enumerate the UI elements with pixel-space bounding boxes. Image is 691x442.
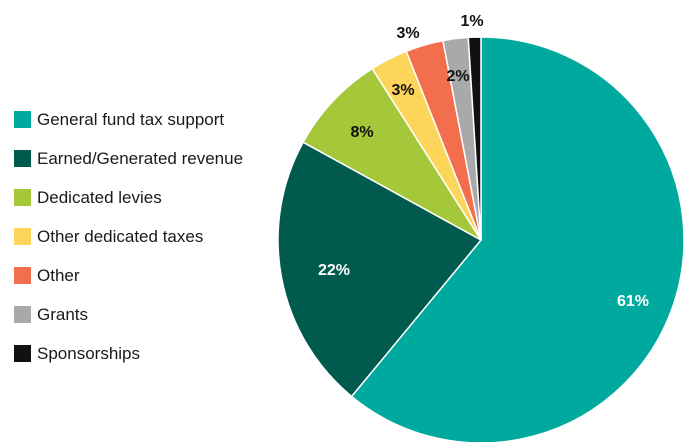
legend-swatch <box>14 111 31 128</box>
slice-label-other: 3% <box>396 25 419 42</box>
legend-swatch <box>14 345 31 362</box>
legend-swatch <box>14 150 31 167</box>
legend-label: Grants <box>37 304 89 324</box>
legend-label: Other dedicated taxes <box>37 226 204 246</box>
slice-label-earned-generated-revenue: 22% <box>318 262 350 279</box>
legend-label: Dedicated levies <box>37 187 162 207</box>
legend-item-grants: Grants <box>14 295 243 334</box>
slice-label-general-fund-tax-support: 61% <box>617 293 649 310</box>
legend-item-earned-generated-revenue: Earned/Generated revenue <box>14 139 243 178</box>
legend-swatch <box>14 306 31 323</box>
slice-label-grants: 2% <box>446 68 469 85</box>
legend-label: Sponsorships <box>37 343 141 363</box>
pie-slice-dedicated-levies <box>302 67 482 241</box>
legend-swatch <box>14 228 31 245</box>
slice-label-other-dedicated-taxes: 3% <box>391 82 414 99</box>
pie-slice-sponsorships <box>467 36 482 241</box>
pie-slice-earned-generated-revenue <box>277 141 483 398</box>
pie-slice-general-fund-tax-support <box>350 36 685 442</box>
slice-label-sponsorships: 1% <box>460 13 483 30</box>
legend: General fund tax support Earned/Generated… <box>14 100 243 373</box>
legend-item-other: Other <box>14 256 243 295</box>
legend-swatch <box>14 189 31 206</box>
legend-label: Other <box>37 265 80 285</box>
legend-label: Earned/Generated revenue <box>37 148 244 168</box>
legend-swatch <box>14 267 31 284</box>
legend-item-sponsorships: Sponsorships <box>14 334 243 373</box>
legend-item-other-dedicated-taxes: Other dedicated taxes <box>14 217 243 256</box>
legend-item-dedicated-levies: Dedicated levies <box>14 178 243 217</box>
legend-label: General fund tax support <box>37 109 225 129</box>
legend-item-general-fund-tax-support: General fund tax support <box>14 100 243 139</box>
slice-label-dedicated-levies: 8% <box>350 124 373 141</box>
